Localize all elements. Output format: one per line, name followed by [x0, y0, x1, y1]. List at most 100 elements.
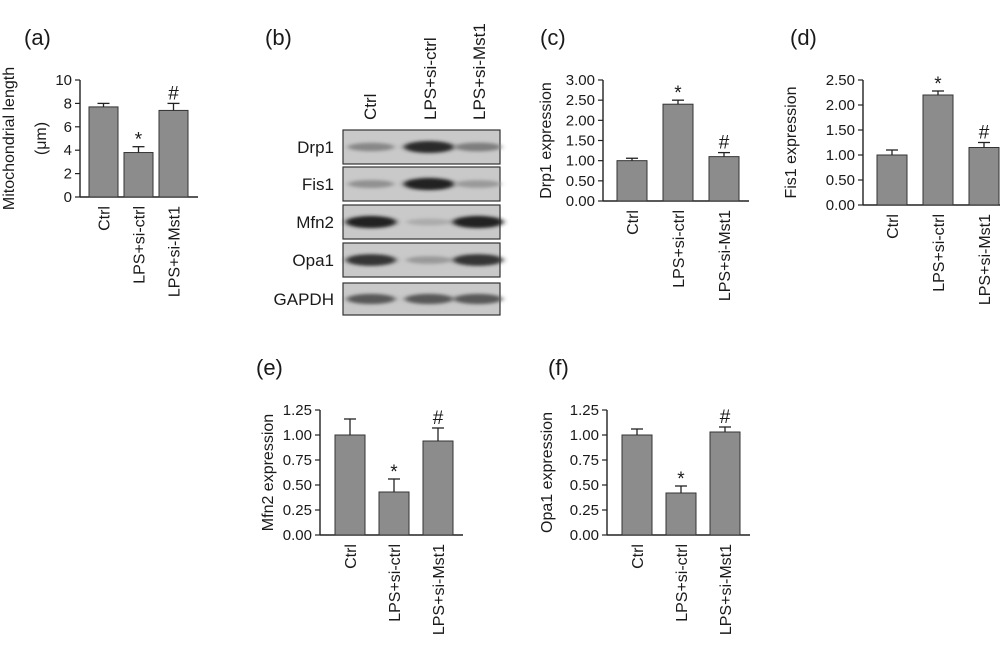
y-tick-label: 10 [55, 72, 72, 89]
y-tick-label: 1.00 [826, 147, 855, 164]
blot-band [454, 142, 502, 152]
x-tick-label: Ctrl [343, 544, 360, 569]
blot-band [455, 180, 501, 188]
y-tick-label: 6 [64, 119, 72, 136]
x-tick-label: Ctrl [885, 214, 902, 239]
blot-band [452, 254, 504, 266]
blot-band [406, 256, 452, 264]
significance-mark: * [677, 469, 685, 490]
y-tick-label: 1.00 [283, 427, 312, 444]
significance-mark: # [168, 83, 179, 104]
blot-band [403, 141, 455, 153]
y-tick-label: 2 [64, 166, 72, 183]
lane-label: Ctrl [361, 94, 380, 120]
blot-band [345, 215, 397, 229]
chart-panel-a: (a) 0 2 4 6 8 10 Mitochondrial length (μm) Ctrl * L… [1, 25, 198, 297]
y-tick-label: 2.50 [826, 72, 855, 89]
blot-band [346, 293, 396, 305]
significance-mark: # [433, 408, 444, 429]
y-tick-label: 3.00 [566, 72, 595, 89]
bar [123, 152, 154, 198]
panel-label: (e) [256, 355, 283, 380]
y-tick-label: 0.75 [283, 452, 312, 469]
chart-panel-f: (f) 0.00 0.25 0.50 0.75 1.00 1.25 Opa1 expressi… [539, 355, 750, 635]
significance-mark: # [979, 123, 990, 144]
panel-label: (d) [790, 25, 817, 50]
blot-row-label: Fis1 [302, 175, 334, 194]
panel-label: (f) [548, 355, 569, 380]
y-axis-unit: (μm) [33, 122, 50, 155]
x-tick-label: LPS+si-Mst1 [431, 544, 448, 635]
x-tick-label: Ctrl [625, 210, 642, 235]
bar [422, 440, 454, 536]
x-tick-label: LPS+si-ctrl [931, 214, 948, 292]
chart-panel-d: (d) 0.00 0.50 1.00 1.50 2.00 2.50 Fis1 expressi… [783, 25, 1000, 305]
significance-mark: * [934, 74, 942, 95]
bar [708, 156, 740, 202]
y-tick-label: 0.50 [566, 173, 595, 190]
blot-band [452, 215, 504, 229]
bar [876, 154, 908, 206]
x-tick-label: LPS+si-Mst1 [977, 214, 994, 305]
bar [922, 94, 954, 206]
y-tick-label: 2.00 [826, 97, 855, 114]
y-axis-title: Opa1 expression [539, 412, 556, 533]
blot-band [406, 218, 452, 226]
y-tick-label: 0.00 [826, 197, 855, 214]
x-tick-label: LPS+si-ctrl [674, 544, 691, 622]
y-tick-label: 0.75 [570, 452, 599, 469]
blot-band [347, 179, 395, 189]
y-tick-label: 0.50 [283, 477, 312, 494]
significance-mark: # [719, 133, 730, 154]
y-tick-label: 0.00 [570, 527, 599, 544]
y-tick-label: 0.25 [570, 502, 599, 519]
blot-band [403, 177, 455, 191]
bar [88, 106, 119, 198]
y-tick-label: 0 [64, 189, 72, 206]
lane-label: LPS+si-Mst1 [470, 23, 489, 120]
y-tick-label: 1.50 [566, 133, 595, 150]
x-tick-label: LPS+si-ctrl [387, 544, 404, 622]
x-tick-label: LPS+si-Mst1 [167, 206, 184, 297]
bar [158, 109, 189, 198]
y-tick-label: 8 [64, 95, 72, 112]
bar [616, 160, 648, 202]
blot-row-label: Drp1 [297, 138, 334, 157]
y-tick-label: 2.50 [566, 92, 595, 109]
y-tick-label: 1.25 [283, 402, 312, 419]
significance-mark: * [674, 83, 682, 104]
significance-mark: * [390, 462, 398, 483]
bar [334, 434, 366, 536]
y-axis-title: Fis1 expression [783, 86, 800, 198]
blot-band [453, 293, 503, 305]
y-tick-label: 1.50 [826, 122, 855, 139]
bar [665, 492, 697, 536]
bar [621, 434, 653, 536]
x-tick-label: Ctrl [630, 544, 647, 569]
x-tick-label: LPS+si-Mst1 [718, 544, 735, 635]
y-tick-label: 1.00 [566, 153, 595, 170]
y-tick-label: 0.00 [283, 527, 312, 544]
lane-label: LPS+si-ctrl [421, 37, 440, 120]
y-tick-label: 0.00 [566, 193, 595, 210]
blot-band [404, 293, 454, 305]
y-tick-label: 0.50 [826, 172, 855, 189]
blot-row-label: Opa1 [292, 251, 334, 270]
blot-row-label: GAPDH [274, 290, 334, 309]
panel-label: (c) [540, 25, 566, 50]
bar [378, 491, 410, 536]
x-tick-label: Ctrl [97, 206, 114, 231]
chart-panel-e: (e) 0.00 0.25 0.50 0.75 1.00 1.25 Mfn2 expressi… [256, 355, 463, 635]
y-tick-label: 0.25 [283, 502, 312, 519]
blot-band [345, 254, 397, 266]
y-tick-label: 1.25 [570, 402, 599, 419]
y-tick-label: 4 [64, 142, 72, 159]
bar [709, 431, 741, 536]
significance-mark: * [135, 130, 143, 151]
x-tick-label: LPS+si-ctrl [671, 210, 688, 288]
panel-label: (b) [265, 25, 292, 50]
blot-band [347, 142, 395, 152]
bar [968, 147, 1000, 206]
y-axis-title: Drp1 expression [538, 82, 555, 199]
